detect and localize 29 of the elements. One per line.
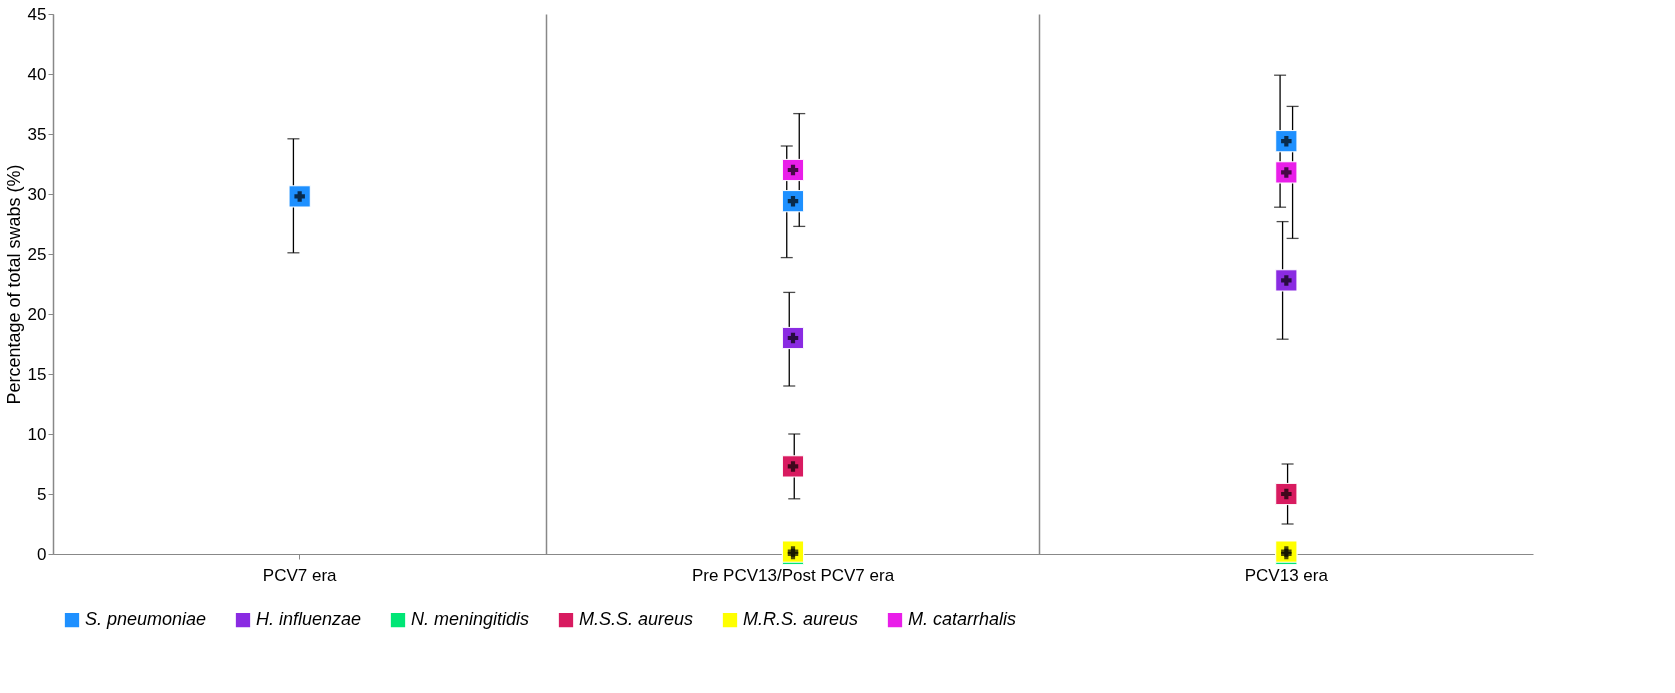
legend-label: H. influenzae	[256, 609, 362, 630]
point	[1275, 161, 1298, 184]
y-tick-label: 10	[27, 424, 47, 444]
point	[781, 190, 805, 213]
legend-label: N. meningitidis	[411, 609, 530, 630]
point	[781, 326, 805, 350]
x-tick-label: PCV7 era	[262, 565, 338, 585]
y-tick-label: 15	[27, 364, 47, 384]
x-tick-label: PCV13 era	[1244, 565, 1329, 585]
legend-label: M.S.S. aureus	[579, 609, 694, 630]
point	[1275, 269, 1298, 292]
y-tick-label: 25	[27, 244, 47, 264]
point	[781, 455, 805, 478]
y-tick-label: 0	[37, 544, 47, 564]
y-tick-label: 40	[27, 64, 47, 84]
legend-label: S. pneumoniae	[85, 609, 207, 630]
y-tick-label: 45	[27, 4, 47, 24]
point	[288, 185, 311, 208]
point	[781, 158, 805, 182]
y-tick-label: 5	[37, 484, 47, 504]
y-tick-label: 35	[27, 124, 47, 144]
point	[1275, 130, 1298, 153]
y-tick-label: 30	[27, 184, 47, 204]
legend-label: M. catarrhalis	[908, 609, 1017, 630]
point	[1275, 482, 1298, 506]
y-axis-title: Percentage of total swabs (%)	[3, 164, 24, 405]
legend-label: M.R.S. aureus	[743, 609, 859, 630]
y-tick-label: 20	[27, 304, 47, 324]
x-tick-label: Pre PCV13/Post PCV7 era	[691, 565, 895, 585]
